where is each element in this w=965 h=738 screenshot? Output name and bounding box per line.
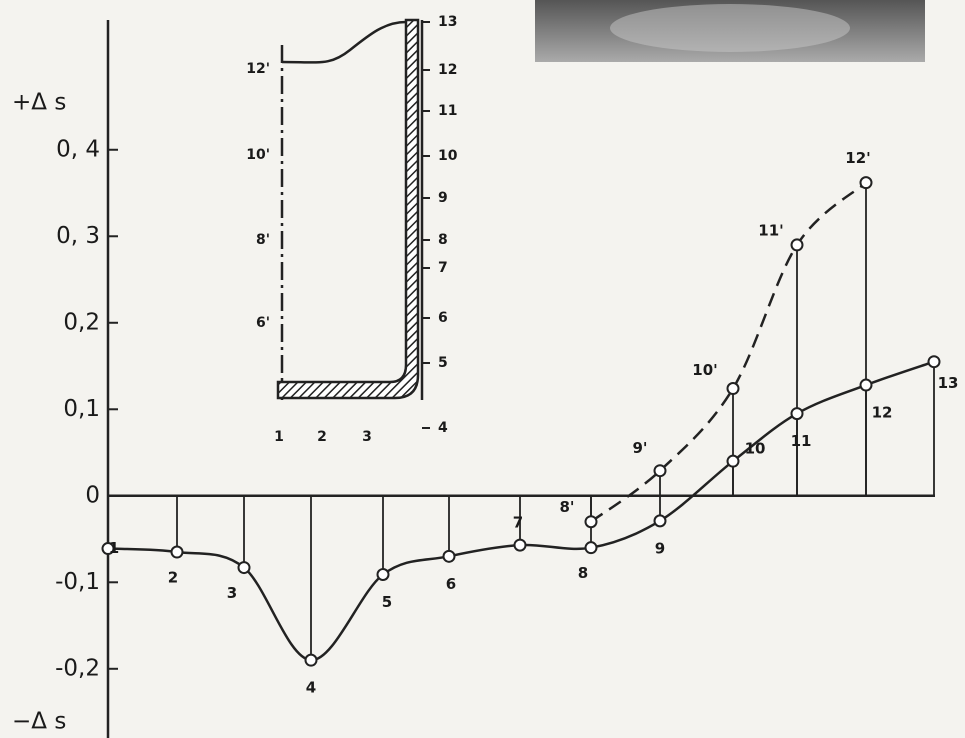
point <box>586 542 597 553</box>
y-tick-label: 0,1 <box>63 396 100 422</box>
photo-object <box>610 4 850 52</box>
inset-label: 6 <box>438 310 448 326</box>
y-tick-label: -0,1 <box>55 569 100 595</box>
point <box>515 540 526 551</box>
inset-label: 2 <box>317 429 327 445</box>
point-label: 11 <box>791 432 812 450</box>
inset-label: 12 <box>438 62 457 78</box>
inset-label: 8' <box>256 232 270 248</box>
inset-label: 8 <box>438 232 448 248</box>
y-tick-label: -0,2 <box>55 655 100 681</box>
y-tick-label: 0, 3 <box>56 223 100 249</box>
point <box>586 516 597 527</box>
inset-label: 10' <box>246 147 270 163</box>
point-label: 8 <box>578 564 588 582</box>
y-tick-label: 0,2 <box>63 309 100 335</box>
point <box>792 408 803 419</box>
series-line <box>591 183 866 522</box>
inset-wall <box>278 20 418 398</box>
inset-label: 9 <box>438 190 448 206</box>
point-label: 10' <box>692 361 717 379</box>
point-label: 2 <box>168 569 178 587</box>
point-label: 13 <box>938 374 959 392</box>
inset-label: 4 <box>438 420 448 436</box>
point <box>172 547 183 558</box>
inset-label: 1 <box>274 429 284 445</box>
point <box>861 380 872 391</box>
point <box>861 177 872 188</box>
y-label-bottom: −Δ s <box>12 709 66 735</box>
point-label: 10 <box>745 440 766 458</box>
point-label: 3 <box>227 584 237 602</box>
inset-profile <box>282 22 406 62</box>
inset-label: 10 <box>438 148 458 164</box>
series-line <box>108 362 934 660</box>
inset <box>278 20 422 400</box>
inset-label: 5 <box>438 355 448 371</box>
inset-label: 11 <box>438 103 457 119</box>
point <box>929 356 940 367</box>
inset-label: 12' <box>246 61 270 77</box>
inset-label: 6' <box>256 315 270 331</box>
point-label: 8' <box>559 498 574 516</box>
point-label: 7 <box>513 514 523 532</box>
point-label: 4 <box>306 679 316 697</box>
point <box>378 569 389 580</box>
inset-label: 13 <box>438 14 457 30</box>
y-tick-label: 0 <box>85 482 100 508</box>
y-tick-label: 0, 4 <box>56 136 100 162</box>
point <box>239 562 250 573</box>
point-label: 6 <box>446 575 456 593</box>
point-label: 9' <box>632 439 647 457</box>
point <box>728 383 739 394</box>
point-label: 9 <box>655 539 665 557</box>
point-label: 12 <box>872 404 893 422</box>
point <box>655 465 666 476</box>
point-label: 12' <box>845 149 870 167</box>
point <box>728 456 739 467</box>
inset-label: 3 <box>362 429 372 445</box>
point <box>306 655 317 666</box>
chart: +Δ s −Δ s 0, 40, 30,20,10-0,1-0,21234567… <box>0 0 965 738</box>
point <box>444 551 455 562</box>
point <box>792 239 803 250</box>
point <box>655 515 666 526</box>
point-label: 1 <box>109 539 119 557</box>
point-label: 5 <box>382 593 392 611</box>
point-label: 11' <box>758 221 783 239</box>
inset-label: 7 <box>438 260 448 276</box>
y-label-top: +Δ s <box>12 90 66 116</box>
